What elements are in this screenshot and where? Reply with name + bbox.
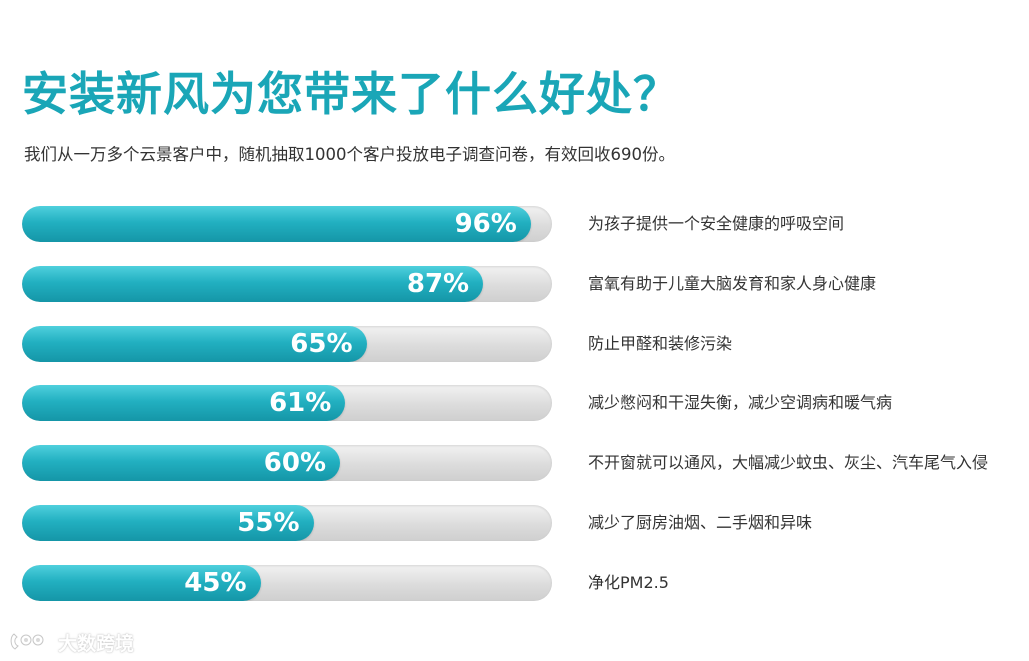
bar-category-label: 防止甲醛和装修污染	[588, 333, 733, 353]
bar-category-label: 减少了厨房油烟、二手烟和异味	[588, 513, 813, 532]
watermark-logo-icon	[10, 633, 44, 650]
bar-fill: 87%	[22, 265, 484, 302]
bar-fill: 60%	[22, 445, 340, 482]
bar-category-label: 不开窗就可以通风，大幅减少蚊虫、灰尘、汽车尾气入侵	[588, 453, 989, 473]
bar-track: 61%	[22, 385, 552, 422]
bar-fill: 65%	[22, 325, 367, 362]
bar-row: 65% 防止甲醛和装修污染	[0, 325, 1029, 362]
bar-value-label: 65%	[290, 328, 353, 359]
bar-category-label: 富氧有助于儿童大脑发育和家人身心健康	[588, 273, 877, 293]
bar-row: 55% 减少了厨房油烟、二手烟和异味	[0, 505, 1029, 541]
bar-value-label: 61%	[269, 388, 332, 419]
bar-row: 87% 富氧有助于儿童大脑发育和家人身心健康	[0, 265, 1029, 302]
watermark-text: 大数跨境	[58, 632, 135, 655]
bar-value-label: 60%	[263, 448, 326, 479]
chart-subtitle: 我们从一万多个云景客户中，随机抽取1000个客户投放电子调查问卷，有效回收690…	[24, 145, 675, 164]
bar-track: 60%	[22, 445, 552, 482]
chart-title: 安装新风为您带来了什么好处？	[22, 67, 680, 121]
bar-row: 45% 净化PM2.5	[0, 564, 1029, 601]
bar-track: 96%	[22, 206, 552, 242]
bar-value-label: 96%	[454, 209, 517, 239]
bar-category-label: 净化PM2.5	[588, 572, 669, 592]
bar-track: 87%	[22, 265, 552, 302]
bar-fill: 55%	[22, 505, 314, 541]
bar-value-label: 87%	[406, 268, 470, 299]
bar-fill: 45%	[22, 564, 261, 601]
bar-track: 65%	[22, 325, 552, 362]
watermark: 大数跨境	[8, 629, 134, 655]
bar-fill: 61%	[22, 385, 346, 422]
bar-fill: 96%	[22, 206, 531, 242]
bar-track: 55%	[22, 505, 552, 541]
bar-category-label: 为孩子提供一个安全健康的呼吸空间	[588, 214, 845, 233]
bar-category-label: 减少憋闷和干湿失衡，减少空调病和暖气病	[588, 393, 893, 413]
bar-value-label: 45%	[184, 567, 247, 598]
bar-row: 61% 减少憋闷和干湿失衡，减少空调病和暖气病	[0, 385, 1029, 422]
bar-row: 96% 为孩子提供一个安全健康的呼吸空间	[0, 206, 1029, 242]
bar-track: 45%	[22, 564, 552, 601]
bar-value-label: 55%	[237, 508, 300, 538]
bar-row: 60% 不开窗就可以通风，大幅减少蚊虫、灰尘、汽车尾气入侵	[0, 445, 1029, 482]
